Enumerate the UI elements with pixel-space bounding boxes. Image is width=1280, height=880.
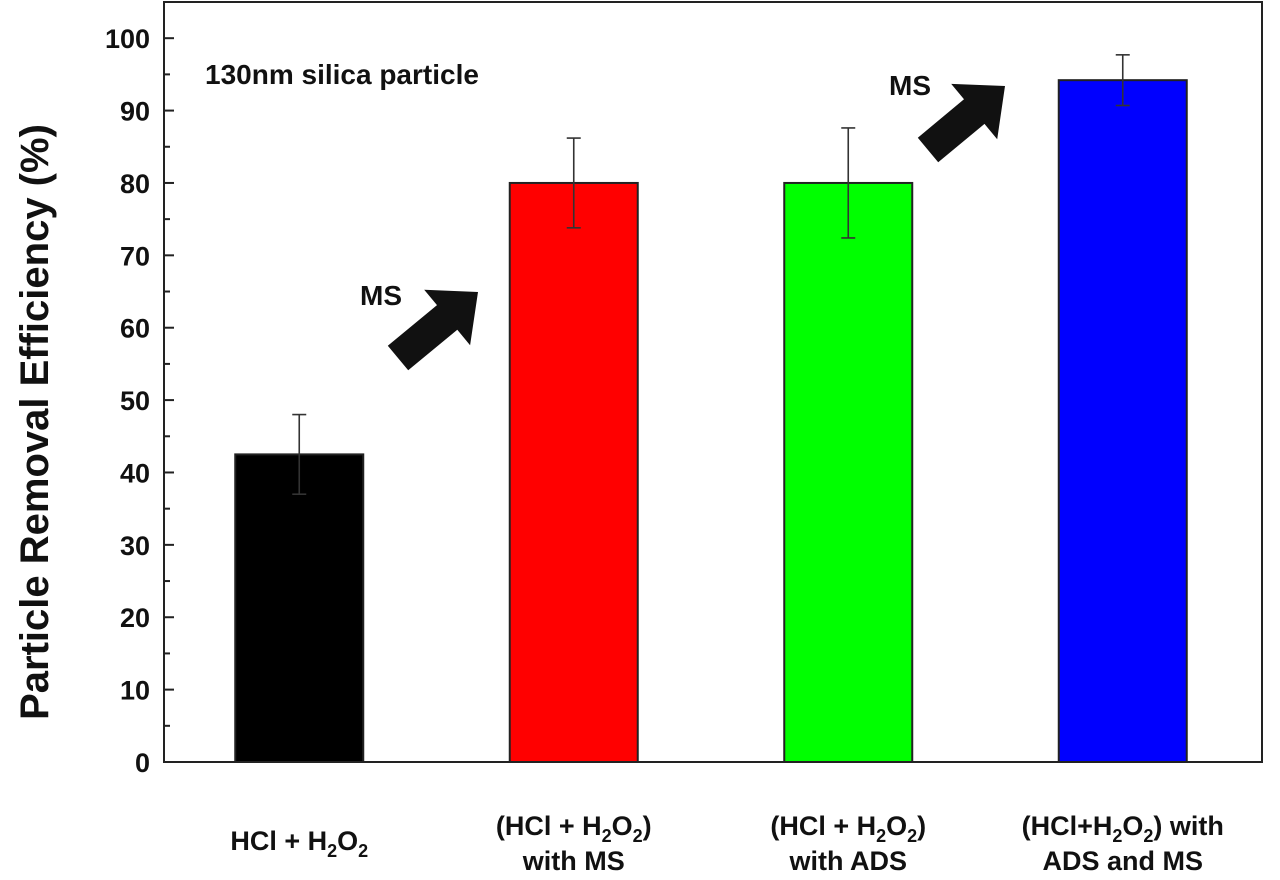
y-tick-label: 80 xyxy=(120,169,150,199)
chart-annotation: 130nm silica particle xyxy=(205,59,479,90)
x-category-label: (HCl + H2O2) xyxy=(496,811,652,846)
y-tick-label: 20 xyxy=(120,603,150,633)
plot-frame xyxy=(163,1,1263,763)
y-tick-label: 0 xyxy=(135,748,150,778)
y-axis-title: Particle Removal Efficiency (%) xyxy=(13,124,57,720)
arrow-label: MS xyxy=(889,70,931,101)
y-tick-label: 60 xyxy=(120,314,150,344)
y-tick-label: 40 xyxy=(120,458,150,488)
bar xyxy=(234,453,365,763)
x-category-label-line2: with MS xyxy=(522,846,625,876)
y-tick-label: 70 xyxy=(120,241,150,271)
bar xyxy=(508,181,639,763)
arrow-ms-1 xyxy=(387,289,478,371)
x-category-label: HCl + H2O2 xyxy=(230,826,368,861)
y-tick-label: 50 xyxy=(120,386,150,416)
y-tick-label: 100 xyxy=(105,24,150,54)
x-category-label: (HCl+H2O2) with xyxy=(1022,811,1224,846)
y-tick-label: 10 xyxy=(120,676,150,706)
y-tick-label: 30 xyxy=(120,531,150,561)
arrow-label: MS xyxy=(360,280,402,311)
x-category-label-line2: ADS and MS xyxy=(1042,846,1203,876)
bar xyxy=(783,181,914,763)
y-tick-label: 90 xyxy=(120,97,150,127)
x-category-label-line2: with ADS xyxy=(789,846,908,876)
bar xyxy=(1057,79,1188,763)
arrow-ms-2 xyxy=(917,83,1005,163)
x-category-label: (HCl + H2O2) xyxy=(770,811,926,846)
